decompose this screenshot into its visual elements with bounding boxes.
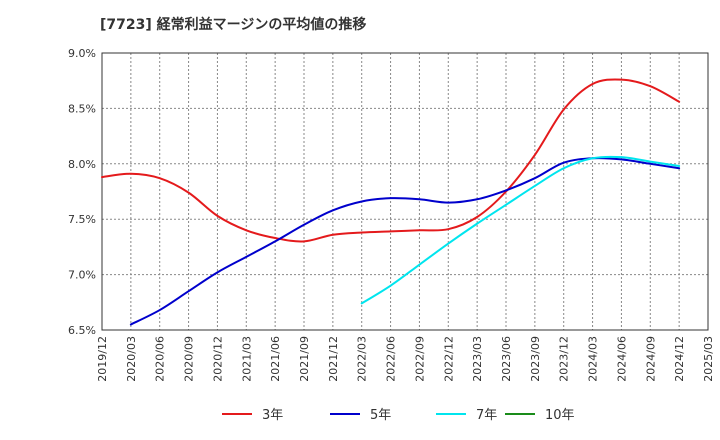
x-tick-label: 2021/12: [327, 336, 340, 382]
legend-label-2: 5年: [370, 408, 391, 423]
x-tick-label: 2023/06: [500, 336, 513, 382]
x-tick-label: 2024/03: [587, 336, 600, 382]
plot-border: [101, 52, 709, 331]
y-tick-label: 6.5%: [68, 324, 96, 337]
legend-label-3: 7年: [476, 408, 497, 423]
x-tick-label: 2021/06: [269, 336, 282, 382]
x-tick-label: 2021/03: [240, 336, 253, 382]
chart-title: [7723] 経常利益マージンの平均値の推移: [100, 17, 367, 33]
legend-label-1: 3年: [262, 408, 283, 423]
x-tick-label: 2020/03: [125, 336, 138, 382]
x-tick-label: 2022/09: [413, 336, 426, 382]
x-tick-label: 2020/09: [183, 336, 196, 382]
y-tick-label: 9.0%: [68, 47, 96, 60]
x-tick-label: 2023/09: [529, 336, 542, 382]
x-tick-label: 2021/09: [298, 336, 311, 382]
y-tick-label: 8.5%: [68, 102, 96, 115]
x-tick-label: 2024/06: [615, 336, 628, 382]
y-tick-label: 7.0%: [68, 269, 96, 282]
x-tick-label: 2022/06: [385, 336, 398, 382]
plot-area: [102, 53, 708, 330]
x-tick-label: 2020/06: [154, 336, 167, 382]
x-tick-label: 2023/12: [558, 336, 571, 382]
series-line-3: [360, 155, 681, 305]
x-tick-label: 2025/03: [702, 336, 715, 382]
series-line-1: [101, 78, 681, 243]
x-tick-label: 2024/12: [673, 336, 686, 382]
y-tick-label: 8.0%: [68, 158, 96, 171]
x-tick-label: 2024/09: [644, 336, 657, 382]
y-tick-label: 7.5%: [68, 213, 96, 226]
x-tick-label: 2022/03: [356, 336, 369, 382]
x-tick-label: 2022/12: [442, 336, 455, 382]
x-tick-label: 2023/03: [471, 336, 484, 382]
x-tick-label: 2020/12: [211, 336, 224, 382]
x-tick-label: 2019/12: [96, 336, 109, 382]
legend-label-4: 10年: [545, 408, 575, 423]
